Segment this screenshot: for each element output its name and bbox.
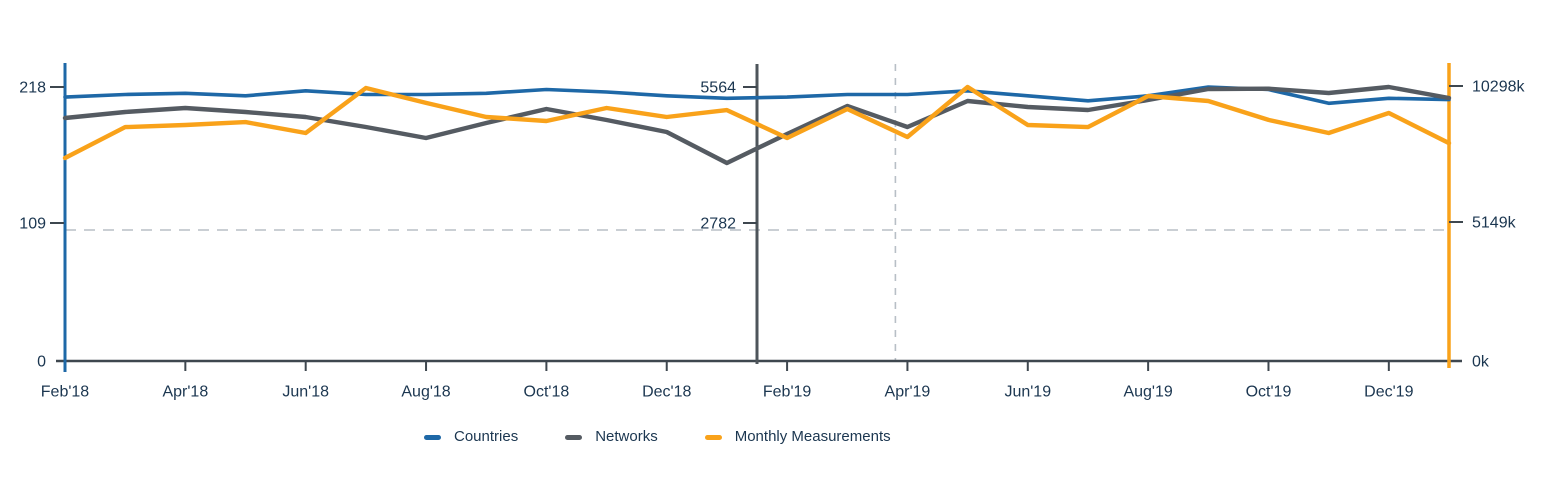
x-axis-label: Aug'19 [1123, 384, 1172, 401]
x-axis-label: Dec'18 [642, 384, 691, 401]
right-axis-tick-label: 0k [1472, 354, 1490, 371]
x-axis-label: Feb'18 [41, 384, 90, 401]
networks-legend-marker [565, 434, 583, 440]
monthly-measurements-line [62, 84, 1452, 161]
right-axis-tick-label: 10298k [1472, 79, 1525, 96]
x-axis-label: Dec'19 [1364, 384, 1413, 401]
x-axis-label: Jun'18 [282, 384, 329, 401]
legend-item-countries[interactable]: Countries [424, 428, 518, 446]
legend-item-monthly-measurements[interactable]: Monthly Measurements [704, 428, 891, 446]
monthly-measurements-legend-marker [704, 434, 722, 440]
legend-label-networks: Networks [595, 428, 658, 445]
middle-axis-tick-label: 2782 [700, 216, 736, 233]
middle-axis-tick-label: 5564 [700, 80, 736, 97]
legend-label-monthly-measurements: Monthly Measurements [734, 428, 891, 445]
legend-item-networks[interactable]: Networks [565, 428, 658, 446]
left-axis-tick-label: 218 [19, 80, 46, 97]
right-axis-tick-label: 5149k [1472, 215, 1517, 232]
x-axis-label: Aug'18 [401, 384, 450, 401]
x-axis-label: Oct'19 [1246, 384, 1292, 401]
x-axis-label: Oct'18 [524, 384, 570, 401]
x-axis-label: Jun'19 [1004, 384, 1051, 401]
networks-line [62, 84, 1452, 166]
x-axis-label: Feb'19 [763, 384, 812, 401]
x-axis-label: Apr'18 [162, 384, 208, 401]
legend-label-countries: Countries [454, 428, 519, 445]
x-axis-label: Apr'19 [885, 384, 931, 401]
countries-legend-marker [424, 434, 441, 440]
left-axis-tick-label: 109 [19, 216, 46, 233]
left-axis-tick-label: 0 [37, 354, 46, 371]
legend: Countries Networks Monthly Measurements [424, 428, 891, 446]
